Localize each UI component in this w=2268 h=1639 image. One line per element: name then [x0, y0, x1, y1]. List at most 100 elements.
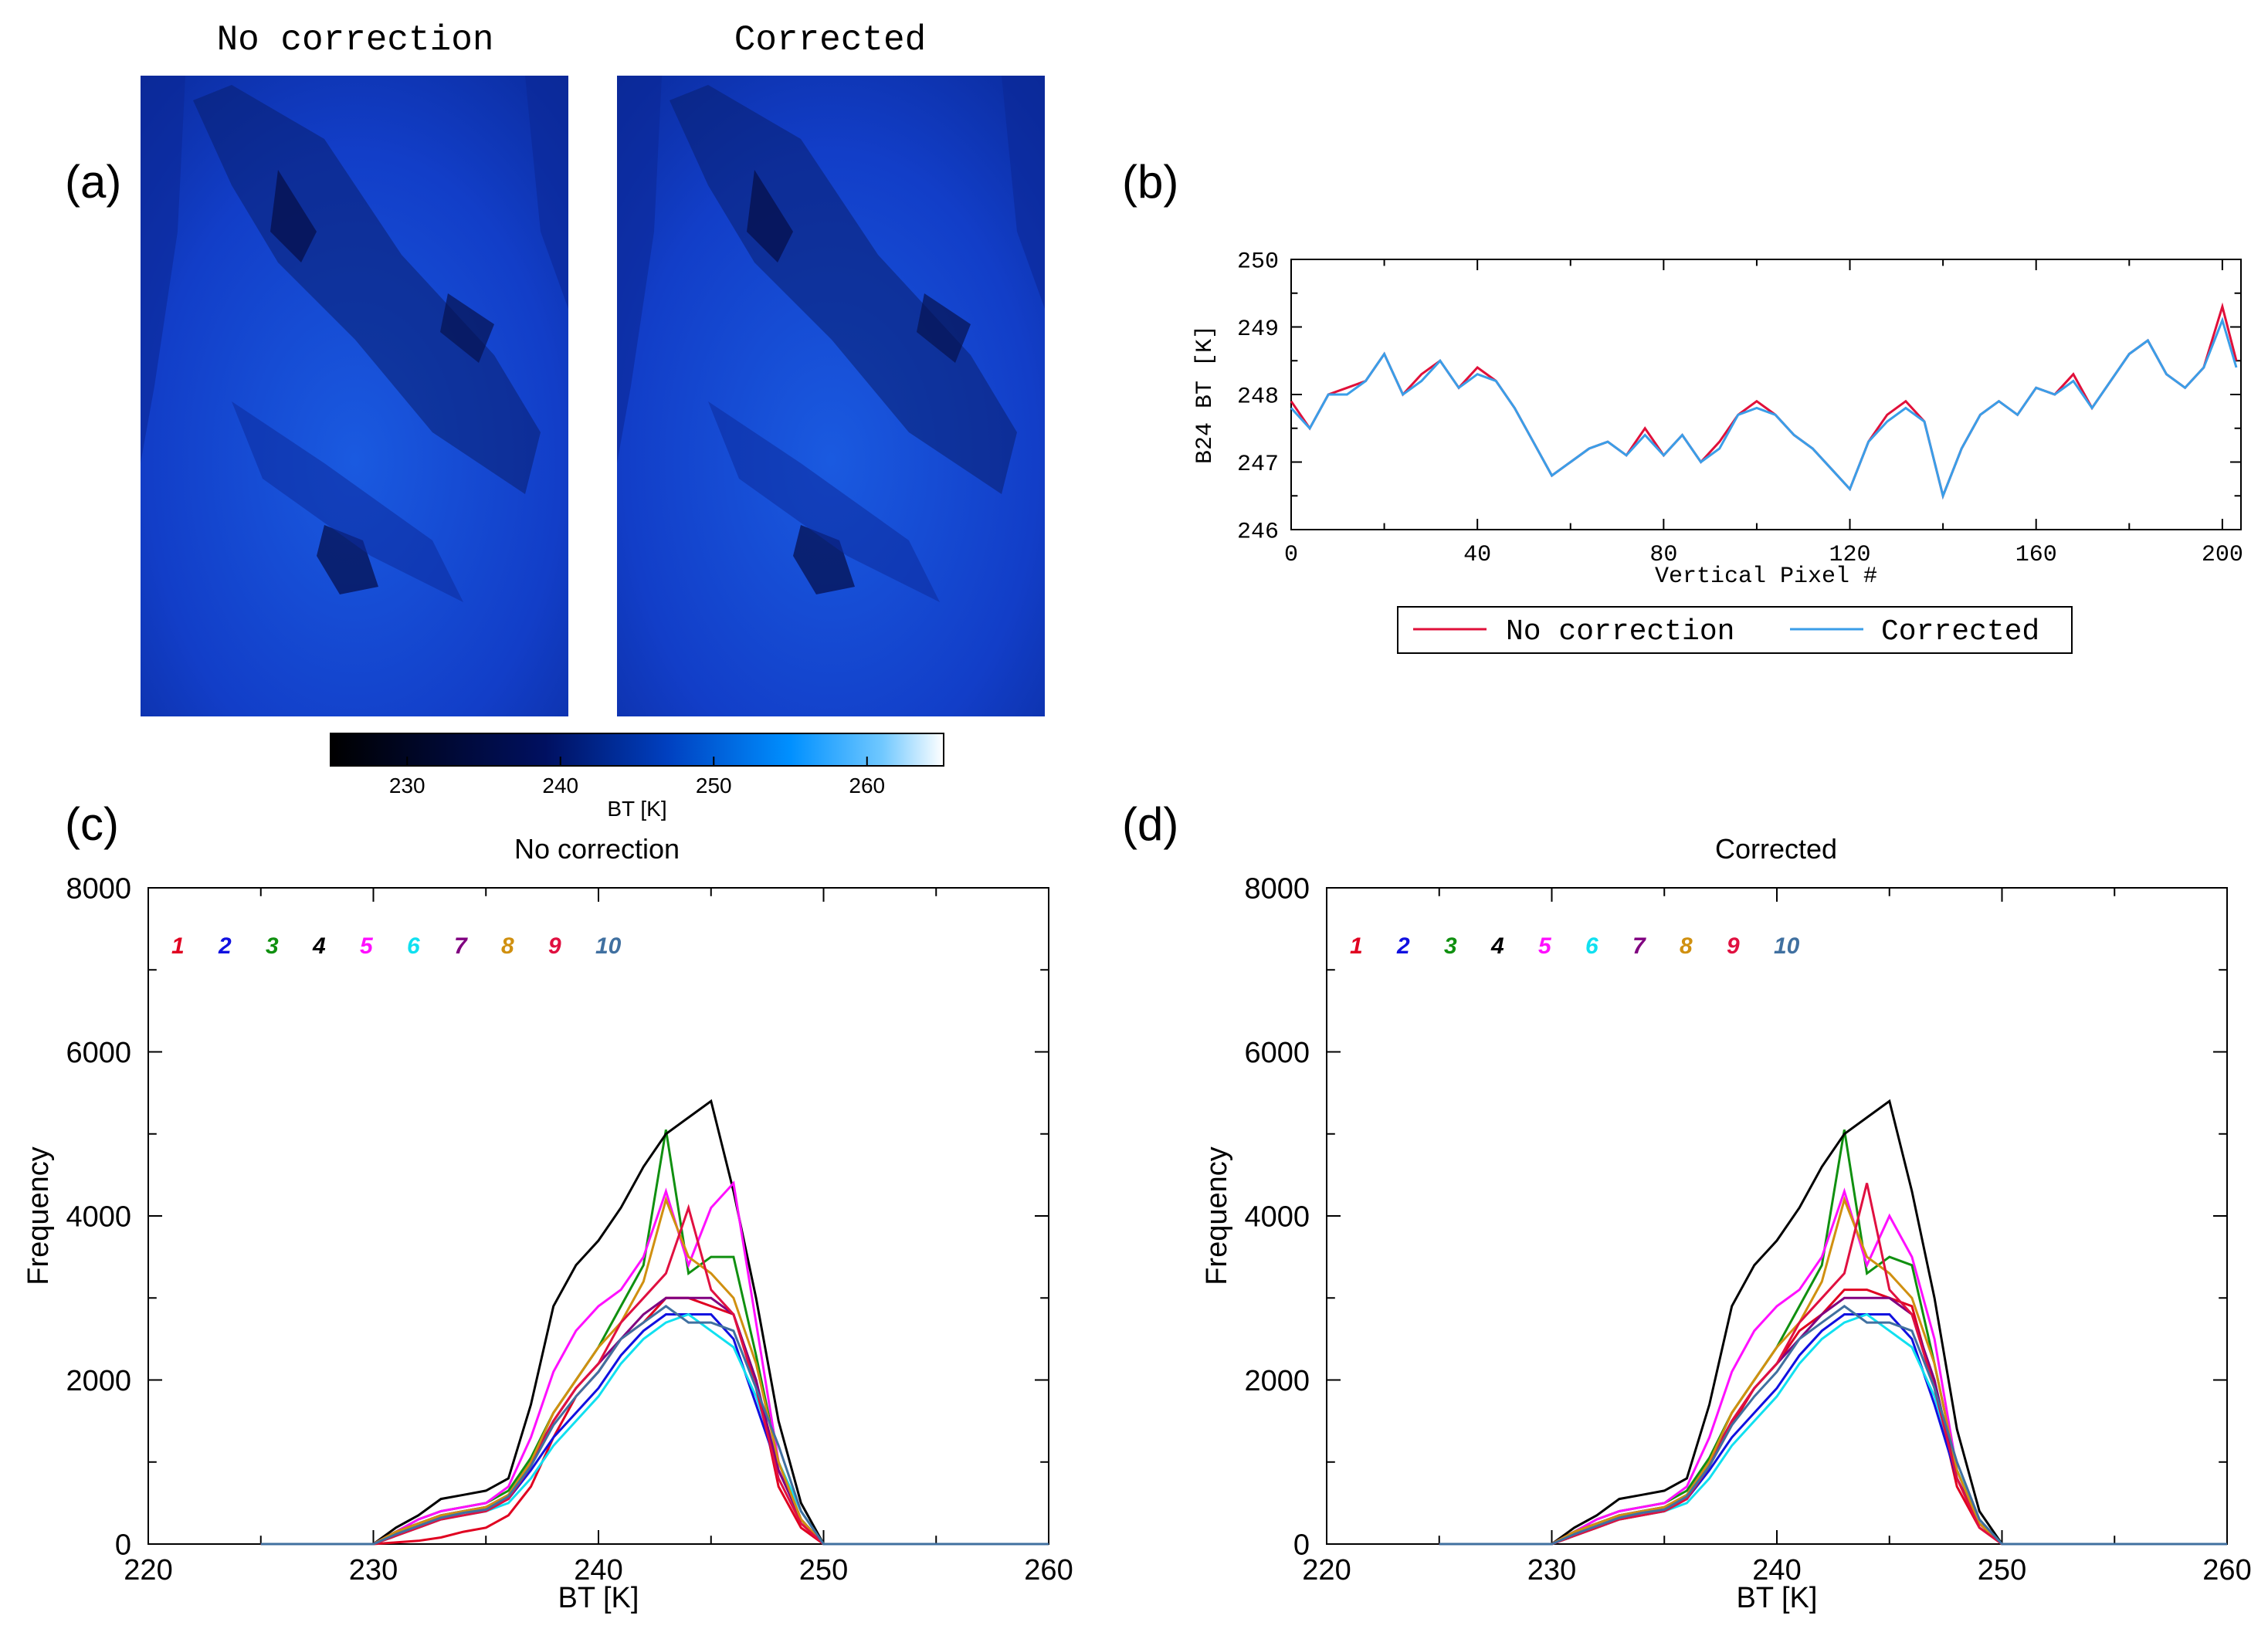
legend-label-7: 7 — [454, 933, 468, 959]
legend-label-2: 2 — [218, 933, 232, 959]
colorbar-gradient — [330, 733, 944, 767]
y-tick-label: 4000 — [66, 1200, 131, 1233]
x-tick-label: 240 — [574, 1554, 622, 1587]
y-tick-label: 6000 — [1244, 1037, 1310, 1069]
x-tick-label: 240 — [1752, 1554, 1801, 1587]
x-tick-label: 80 — [1649, 542, 1677, 568]
y-tick-label: 0 — [115, 1529, 131, 1561]
panel-c-label: (c) — [65, 798, 119, 850]
x-tick-label: 220 — [124, 1554, 172, 1587]
legend-label-corrected: Corrected — [1881, 615, 2039, 648]
chart-d: 220 230 240 250 260 0 2000 4000 6000 8000 BT [K] Fr… — [1201, 872, 2252, 1614]
x-axis-label: BT [K] — [558, 1582, 639, 1614]
chart-c-title: No correction — [514, 833, 680, 865]
x-tick-label: 0 — [1284, 542, 1298, 568]
colorbar-tick-label: 250 — [696, 774, 732, 797]
y-tick-label: 248 — [1237, 384, 1279, 411]
legend-label-1: 1 — [1350, 933, 1363, 959]
panel-d-label: (d) — [1122, 798, 1178, 850]
legend-label-no-correction: No correction — [1506, 615, 1734, 648]
legend-label-1: 1 — [171, 933, 185, 959]
y-tick-label: 2000 — [66, 1365, 131, 1397]
x-tick-label: 230 — [349, 1554, 398, 1587]
legend-label-3: 3 — [1444, 933, 1457, 959]
y-tick-label: 250 — [1237, 249, 1279, 276]
legend-label-8: 8 — [1680, 933, 1693, 959]
histogram-series-8 — [1439, 1196, 2227, 1546]
histogram-series-7 — [260, 1296, 1049, 1546]
legend-label-7: 7 — [1632, 933, 1646, 959]
x-tick-label: 230 — [1527, 1554, 1576, 1587]
x-tick-label: 120 — [1829, 542, 1871, 568]
legend-label-6: 6 — [407, 933, 420, 959]
histogram-series-2 — [1439, 1313, 2227, 1546]
histogram-series-10 — [260, 1305, 1049, 1546]
y-tick-label: 6000 — [66, 1037, 131, 1069]
plot-frame — [1290, 259, 2242, 530]
x-tick-label: 40 — [1463, 542, 1491, 568]
colorbar-label: BT [K] — [607, 797, 666, 821]
legend-label-10: 10 — [1774, 933, 1800, 959]
histogram-series-3 — [260, 1129, 1049, 1546]
y-tick-label: 249 — [1237, 317, 1279, 343]
legend-label-10: 10 — [595, 933, 622, 959]
colorbar-tick-label: 260 — [849, 774, 885, 797]
image-title-corrected: Corrected — [734, 20, 926, 60]
histogram-series-9 — [260, 1204, 1049, 1546]
satellite-image-corrected — [617, 76, 1045, 716]
y-tick-label: 0 — [1293, 1529, 1310, 1561]
x-tick-label: 200 — [2202, 542, 2243, 568]
colorbar-tick-label: 240 — [542, 774, 578, 797]
panel-d: (d) Corrected 220 230 240 250 260 0 2000 4000 60… — [1122, 798, 2252, 1614]
legend-label-9: 9 — [1727, 933, 1740, 959]
histogram-series-2 — [260, 1313, 1049, 1546]
panel-b-label: (b) — [1122, 156, 1178, 208]
histogram-series-3 — [1439, 1129, 2227, 1546]
series-line-no-correction — [1290, 302, 2238, 500]
legend-label-3: 3 — [266, 933, 279, 959]
chart-d-title: Corrected — [1715, 833, 1837, 865]
x-tick-label: 250 — [799, 1554, 848, 1587]
y-tick-label: 247 — [1237, 452, 1279, 478]
y-axis-label: Frequency — [1201, 1146, 1233, 1285]
y-tick-label: 8000 — [66, 872, 131, 905]
x-tick-label: 260 — [1024, 1554, 1073, 1587]
legend-label-8: 8 — [501, 933, 514, 959]
plot-frame — [1326, 887, 2228, 1545]
histogram-series-6 — [260, 1312, 1049, 1546]
legend-box — [1397, 606, 2073, 654]
legend-label-2: 2 — [1396, 933, 1410, 959]
legend-label-9: 9 — [548, 933, 561, 959]
chart-b: 0 40 80 120 160 200 246 247 248 249 250 Vertical Pi… — [1192, 249, 2243, 591]
x-tick-label: 160 — [2015, 542, 2057, 568]
image-title-no-correction: No correction — [217, 20, 494, 60]
histogram-series-1 — [260, 1296, 1049, 1546]
x-axis-label: Vertical Pixel # — [1655, 564, 1877, 590]
histogram-series-6 — [1439, 1312, 2227, 1546]
y-axis-label: Frequency — [22, 1146, 55, 1285]
legend-label-5: 5 — [1538, 933, 1552, 959]
series-line-corrected — [1290, 317, 2238, 500]
satellite-image-no-correction — [141, 76, 568, 716]
x-tick-label: 260 — [2202, 1554, 2251, 1587]
colorbar: 230 240 250 260 BT [K] — [330, 733, 944, 821]
y-tick-label: 4000 — [1244, 1200, 1310, 1233]
y-axis-label: B24 BT [K] — [1192, 325, 1219, 464]
legend-label-4: 4 — [312, 933, 326, 959]
colorbar-tick-label: 230 — [389, 774, 425, 797]
panel-b: (b) 0 40 80 120 160 200 246 247 248 249 250 Vertica… — [1122, 156, 2243, 654]
legend-label-4: 4 — [1490, 933, 1504, 959]
panel-a: (a) No correction Corrected 230 240 250 260 — [65, 20, 1045, 821]
x-axis-label: BT [K] — [1737, 1582, 1818, 1614]
y-tick-label: 2000 — [1244, 1365, 1310, 1397]
histogram-series-7 — [1439, 1296, 2227, 1546]
histogram-series-10 — [1439, 1305, 2227, 1546]
x-tick-label: 250 — [1978, 1554, 2026, 1587]
legend-label-5: 5 — [360, 933, 374, 959]
chart-c: 220 230 240 250 260 0 2000 4000 6000 8000 BT [K] Fr… — [22, 872, 1073, 1614]
panel-c: (c) No correction 220 230 240 250 260 0 2000 40… — [22, 798, 1073, 1614]
histogram-series-1 — [1439, 1289, 2227, 1546]
x-tick-label: 220 — [1302, 1554, 1351, 1587]
y-tick-label: 8000 — [1244, 872, 1310, 905]
